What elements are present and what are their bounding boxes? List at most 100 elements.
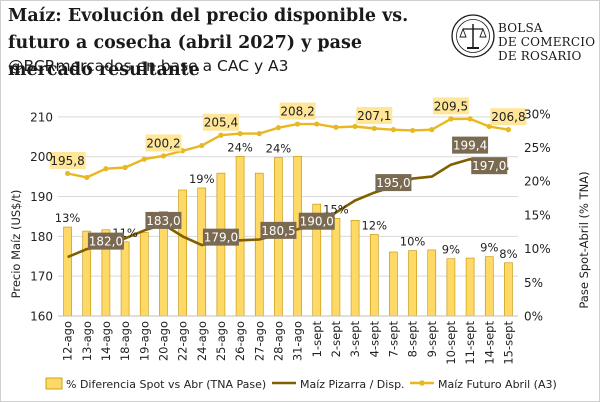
bar <box>350 220 360 317</box>
bar <box>484 256 494 317</box>
x-tick-label: 14-sept <box>482 321 496 365</box>
y-left-tick-label: 200 <box>30 150 53 164</box>
futuro-data-label-box <box>145 134 182 152</box>
data-labels: 13%11%19%24% 24%15%12%10%9% 9% 8%182,0183,0… <box>49 97 527 261</box>
bar <box>178 189 187 317</box>
y-left-tick-label: 160 <box>30 310 53 324</box>
futuro-data-label: 206,8 <box>491 110 525 124</box>
legend-label-bars: % Diferencia Spot vs Abr (TNA Pase) <box>66 378 266 391</box>
pizarra-data-label: 179,0 <box>204 231 238 245</box>
y-right-tick-label: 5% <box>524 276 543 290</box>
futuro-point <box>390 127 397 133</box>
futuro-point <box>448 116 454 122</box>
futuro-data-label: 207,1 <box>357 109 391 123</box>
bar <box>331 217 341 317</box>
x-tick-label: 19-ago <box>137 321 151 361</box>
x-tick-label: 31-ago <box>291 321 305 361</box>
futuro-data-label: 205,4 <box>204 116 238 130</box>
pizarra-data-label-box <box>298 212 335 230</box>
x-tick-label: 15-sept <box>501 321 515 365</box>
bar <box>446 258 456 317</box>
y-right-tick-label: 20% <box>524 175 551 189</box>
x-tick-label: 4-sept <box>367 321 381 358</box>
pizarra-data-label: 180,5 <box>261 224 295 238</box>
bar <box>254 172 264 317</box>
bar-data-label: 9% <box>442 243 460 257</box>
bar-data-label: 24% <box>266 142 292 156</box>
futuro-point <box>294 121 301 127</box>
pizarra-data-label-box <box>145 211 182 229</box>
futuro-point <box>122 164 128 171</box>
x-tick-label: 18-ago <box>118 321 132 361</box>
x-tick-label: 7-sept <box>386 321 400 358</box>
y-right-tick-label: 10% <box>524 242 551 256</box>
x-tick-label: 8-sept <box>406 321 420 358</box>
bar <box>63 226 72 317</box>
pizarra-data-label: 190,0 <box>300 215 334 229</box>
futuro-point <box>84 174 90 181</box>
bar <box>120 241 130 317</box>
chart-title: Maíz: Evolución del precio disponible vs… <box>8 6 409 80</box>
futuro-data-label-box <box>432 97 469 115</box>
futuro-data-label: 195,8 <box>50 154 84 168</box>
x-tick-label: 22-ago <box>176 321 190 361</box>
bar <box>427 249 437 317</box>
bar-data-label: 12% <box>361 218 387 232</box>
bar-data-label: 9% <box>480 241 498 255</box>
bar <box>369 234 379 317</box>
futuro-data-label: 208,2 <box>280 105 314 119</box>
y-right-tick-label: 0% <box>524 310 543 324</box>
bar-data-label: 13% <box>55 211 81 225</box>
x-tick-label: 1-sept <box>310 321 324 358</box>
logo-line: DE COMERCIO <box>498 35 596 49</box>
futuro-point <box>160 153 167 159</box>
bar-data-label: 19% <box>189 172 215 186</box>
bar <box>465 257 475 317</box>
pizarra-data-label-box <box>260 221 297 239</box>
x-tick-label: 10-sept <box>444 321 458 365</box>
x-tick-label: 27-ago <box>252 321 266 361</box>
futuro-point <box>256 131 262 137</box>
x-tick-label: 24-ago <box>195 321 209 361</box>
bar <box>389 251 398 317</box>
pizarra-data-label-box <box>375 174 412 192</box>
x-tick-label: 13-ago <box>80 321 94 361</box>
futuro-point <box>371 125 377 132</box>
pizarra-data-label-box <box>87 232 124 250</box>
x-tick-label: 28-ago <box>271 321 285 361</box>
y-right-tick-label: 25% <box>524 141 551 155</box>
y-left-tick-label: 180 <box>30 230 53 244</box>
bcr-logo: BOLSA DE COMERCIO DE ROSARIO <box>448 4 598 68</box>
legend-bar-swatch <box>45 377 63 390</box>
x-tick-label: 14-ago <box>99 321 113 361</box>
x-tick-label: 12-ago <box>61 321 75 361</box>
futuro-point <box>218 132 224 138</box>
bar <box>197 187 207 317</box>
futuro-point <box>199 142 205 149</box>
bar-data-label: 24% <box>227 140 253 154</box>
bar-data-label: 8% <box>499 247 517 261</box>
futuro-point <box>237 131 243 137</box>
legend-label-futuro: Maíz Futuro Abril (A3) <box>438 378 557 391</box>
futuro-data-label-box <box>356 106 393 124</box>
futuro-point <box>486 123 492 130</box>
logo-line: DE ROSARIO <box>498 49 582 63</box>
x-tick-label: 25-ago <box>214 321 228 361</box>
y-left-tick-label: 210 <box>30 110 53 124</box>
pizarra-data-label: 182,0 <box>89 235 123 249</box>
bar-data-label: 10% <box>400 235 426 249</box>
pizarra-data-label: 197,0 <box>472 159 506 173</box>
pizarra-data-label-box <box>471 157 508 175</box>
futuro-point <box>467 116 473 122</box>
futuro-point <box>64 170 71 177</box>
futuro-data-label: 200,2 <box>146 136 180 150</box>
futuro-data-label-box <box>490 108 527 126</box>
futuro-point <box>141 156 147 162</box>
futuro-point <box>429 127 435 133</box>
y-axis-left-title: Precio Maíz (US$/t) <box>9 190 23 299</box>
x-tick-label: 20-ago <box>156 321 170 361</box>
bar <box>139 232 149 317</box>
axes: 160 170 180 190 200 210 0% 5% 10% 15% 20% 25% 30% 12-… <box>30 107 551 364</box>
bar <box>408 250 417 317</box>
